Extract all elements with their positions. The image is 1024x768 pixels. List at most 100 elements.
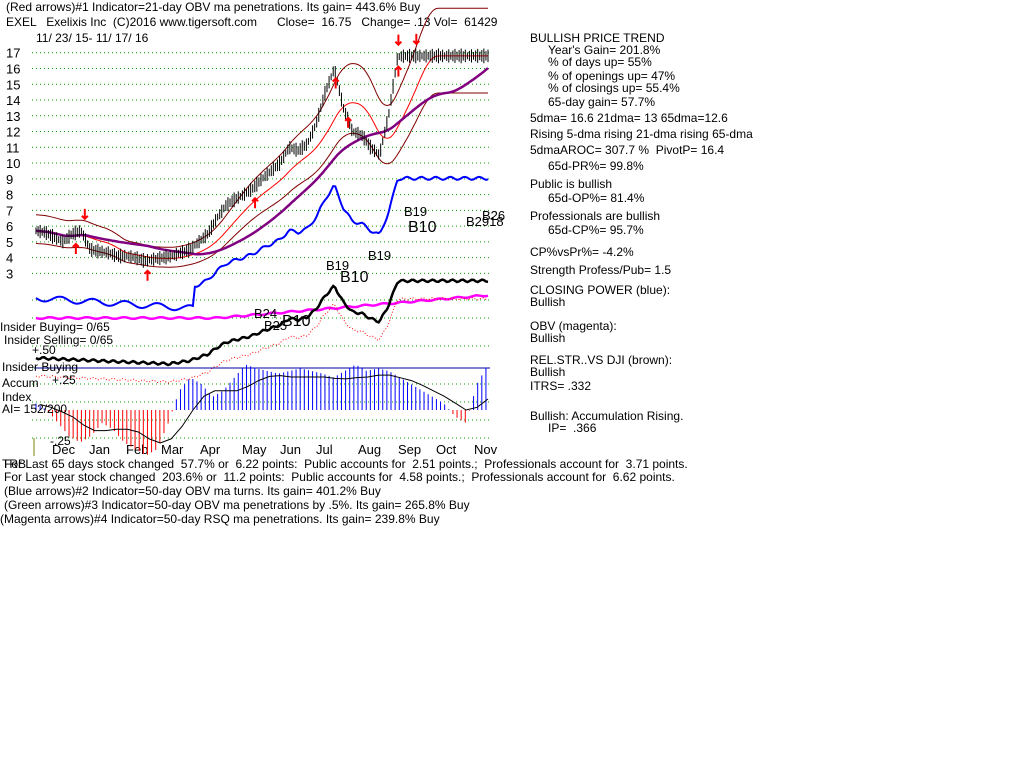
footer-line-5: (Magenta arrows)#4 Indicator=50-day RSQ … [0,512,440,526]
right-panel-line-0: BULLISH PRICE TREND [530,31,665,45]
upper-band [35,7,488,248]
y-tick-label: 16 [6,61,20,76]
right-panel-line-3: % of openings up= 47% [548,69,676,83]
y-tick-label: 13 [6,109,20,124]
right-panel-line-21: Bullish [530,365,566,379]
right-panel-line-19: Bullish [530,331,566,345]
right-panel-line-6: 5dma= 16.6 21dma= 13 65dma=12.6 [530,111,728,125]
right-panel-line-9: 65d-PR%= 99.8% [548,159,644,173]
price-series [35,48,489,268]
lower-band [35,92,488,268]
insider-selling-label: Insider Selling= 0/65 [4,333,114,347]
plus25-label: +.25 [52,373,76,387]
signal-arrows [72,33,421,281]
right-panel-line-5: 65-day gain= 57.7% [548,95,656,109]
x-tick-label: Jul [316,442,333,457]
right-panel-line-17: Bullish [530,295,566,309]
y-tick-label: 6 [6,219,13,234]
y-tick-label: 4 [6,251,13,266]
up-arrow [143,269,152,281]
signal-label: B24 [254,306,277,321]
signal-label: B10 [408,219,437,236]
right-panel-line-10: Public is bullish [530,177,613,191]
obv-line [35,294,489,321]
chart-grid [32,52,492,456]
ticker-summary: EXEL Exelixis Inc (C)2016 www.tigersoft.… [6,15,498,29]
right-panel-line-11: 65d-OP%= 81.4% [548,191,645,205]
price-bands [35,7,489,268]
indicator-title: (Red arrows)#1 Indicator=21-day OBV ma p… [6,0,421,14]
right-panel-line-23: Bullish: Accumulation Rising. [530,409,684,423]
x-tick-label: Mar [161,442,184,457]
signal-label: B25 [264,318,287,333]
ai-label: AI= 152/200 [2,402,68,416]
y-tick-label: 5 [6,235,13,250]
x-tick-label: May [242,442,267,457]
x-tick-label: Jun [280,442,301,457]
y-tick-label: 9 [6,172,13,187]
plus50-label: +.50 [32,343,56,357]
x-tick-label: Feb [126,442,148,457]
footer-line-3: (Blue arrows)#2 Indicator=50-day OBV ma … [4,484,381,498]
down-arrow [412,33,421,46]
footer-line-2: For Last year stock changed 203.6% or 11… [4,470,675,484]
up-arrow [251,196,259,209]
x-tick-label: Aug [358,442,381,457]
x-axis: Dec Jan Feb Mar Apr May Jun Jul Aug Sep Oct Nov [52,442,498,457]
x-tick-label: Dec [52,442,76,457]
x-tick-label: Oct [436,442,457,457]
up-arrow [394,65,403,77]
accum-ma-line [39,374,489,444]
overlap-label: TRB [2,457,26,471]
minus25-label: -.25 [50,434,71,448]
y-tick-label: 10 [6,156,20,171]
y-tick-label: 8 [6,188,13,203]
right-panel-line-7: Rising 5-dma rising 21-dma rising 65-dma [530,127,753,141]
right-panel-line-22: ITRS= .332 [530,379,592,393]
closing-power-line [35,175,489,312]
y-tick-label: 7 [6,203,13,218]
signal-label: B19 [368,248,391,263]
right-panel-line-8: 5dmaAROC= 307.7 % PivotP= 16.4 [530,143,725,157]
y-tick-label: 15 [6,77,20,92]
indicator-lines [34,175,490,384]
insider-buying2-label: Insider Buying [2,360,79,374]
accum-label: Accum [2,376,39,390]
x-tick-label: Nov [474,442,498,457]
x-tick-label: Jan [89,442,110,457]
right-panel-line-14: CP%vsPr%= -4.2% [530,245,634,259]
signal-label: B19 [404,204,427,219]
down-arrow [394,34,403,47]
ma21-line [35,55,488,260]
right-panel-line-20: REL.STR..VS DJI (brown): [530,353,673,367]
y-tick-label: 14 [6,93,20,108]
right-panel-line-24: IP= .366 [548,421,597,435]
right-panel-line-4: % of closings up= 55.4% [548,81,680,95]
footer-line-4: (Green arrows)#3 Indicator=50-day OBV ma… [4,498,470,512]
index-label: Index [2,390,32,404]
down-arrow [81,208,89,221]
signal-label: B26 [482,208,505,223]
y-tick-label: 3 [6,266,13,281]
right-panel-line-1: Year's Gain= 201.8% [548,43,661,57]
y-tick-label: 17 [6,46,20,61]
right-panel-line-2: % of days up= 55% [548,55,652,69]
right-panel-line-15: Strength Profess/Pub= 1.5 [530,263,672,277]
right-panel-line-13: 65d-CP%= 95.7% [548,223,644,237]
right-panel-line-16: CLOSING POWER (blue): [530,283,671,297]
up-arrow [344,116,352,128]
signal-label: B19 [326,258,349,273]
x-tick-label: Apr [200,442,221,457]
signal-label: B2918 [466,214,504,229]
y-tick-label: 11 [6,140,20,155]
up-arrow [331,77,340,89]
x-tick-label: Sep [398,442,421,457]
right-panel-line-18: OBV (magenta): [530,319,617,333]
y-tick-label: 12 [6,125,20,140]
up-arrow [72,242,80,254]
ma65-line [35,67,489,256]
date-range: 11/ 23/ 15- 11/ 17/ 16 [36,31,149,45]
